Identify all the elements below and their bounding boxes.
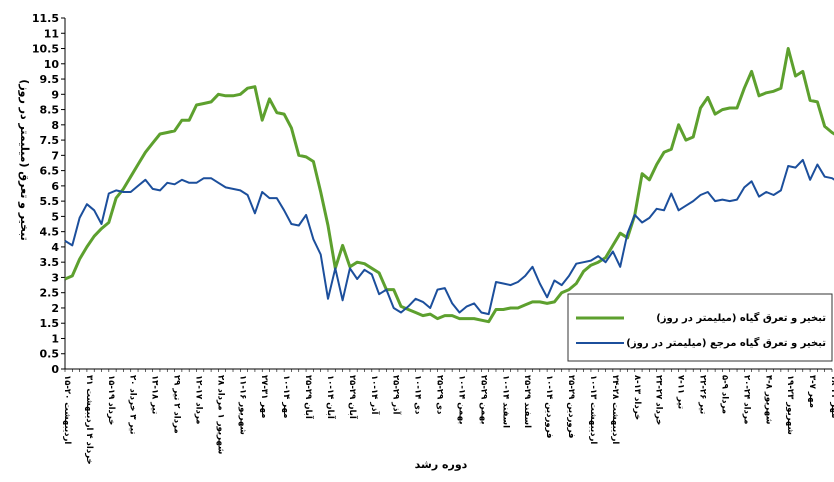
x-axis-title: دوره رشد — [415, 458, 468, 471]
series-line-crop-et — [64, 47, 834, 324]
x-tick-label: ۲۰-۲۴ مرداد — [741, 375, 751, 424]
x-tick-label: ۱۸-۲۲ مهر — [829, 375, 834, 418]
y-tick-label: 5 — [51, 210, 59, 223]
y-tick-label: 7.5 — [40, 134, 60, 147]
x-tick-label: ۲۵-۲۹ فروردین — [566, 375, 576, 438]
x-tick-label: ۳-۷ مهر — [807, 375, 817, 408]
y-tick-label: 8 — [51, 119, 59, 132]
y-tick-label: 9 — [51, 88, 59, 101]
y-tick-label: 1 — [51, 332, 59, 345]
y-tick-label: 10.5 — [32, 43, 59, 56]
y-tick-label: 1.5 — [40, 317, 60, 330]
x-axis: ۱۵-۲۰ اردیبهشت ۳۱ خرداد ۴ اردیبهشت ۱۵-۱۹ خ… — [62, 368, 834, 465]
y-tick-label: 8.5 — [40, 104, 60, 117]
x-tick-label: ۱۰-۱۴ فروردین — [544, 375, 554, 438]
x-tick-label: ۴-۸ شهریور — [763, 375, 773, 425]
x-tick-label: ۱۰-۱۴ آذر — [369, 375, 381, 416]
y-tick-label: 10 — [44, 58, 60, 71]
x-tick-label: ۲۹ مرداد ۲ تیر — [172, 375, 182, 434]
x-tick-label: ۲۲-۲۶ تیر — [698, 375, 708, 414]
x-tick-label: ۵-۹ مرداد — [719, 375, 729, 414]
y-tick-label: 0.5 — [40, 348, 60, 361]
x-tick-label: ۲۵-۲۹ اسفند — [522, 375, 532, 428]
x-tick-label: ۱۵-۲۰ اردیبهشت — [62, 375, 72, 444]
x-tick-label: ۳۱ خرداد ۴ اردیبهشت — [84, 375, 94, 465]
y-tick-label: 2 — [51, 302, 59, 315]
x-tick-label: ۱۰-۱۴ آبان — [325, 375, 337, 420]
x-tick-label: ۱۰-۱۴ اسفند — [500, 375, 510, 428]
x-tick-label: ۲۳-۲۷ خرداد — [654, 375, 664, 425]
y-tick-label: 4 — [51, 241, 59, 254]
x-tick-label: ۲۵-۲۹ آذر — [391, 375, 403, 416]
legend-label-reference-et: تبخیر و تعرق گیاه مرجع (میلیمتر در روز) — [626, 336, 826, 349]
series-layer — [64, 47, 834, 324]
legend-box — [567, 293, 833, 362]
x-tick-label: ۱۰-۱۴ بهمن — [456, 375, 466, 424]
y-tick-label: 7 — [51, 149, 59, 162]
y-tick-label: 6 — [51, 180, 59, 193]
x-tick-label: ۷-۱۱ تیر — [676, 375, 686, 409]
y-axis: 00.511.522.533.544.555.566.577.588.599.5… — [32, 12, 66, 376]
x-tick-label: ۱۳-۱۸ تیر — [150, 375, 160, 414]
y-tick-label: 5.5 — [40, 195, 60, 208]
y-tick-label: 2.5 — [40, 287, 60, 300]
x-tick-label: ۲۸ شهریور ۱ مرداد — [215, 375, 225, 454]
y-tick-label: 4.5 — [40, 226, 60, 239]
y-tick-label: 6.5 — [40, 165, 60, 178]
x-tick-label: ۱۱-۱۶ شهریور — [237, 375, 247, 435]
x-tick-label: ۱۵-۱۹ خرداد — [106, 375, 116, 425]
y-tick-label: 11 — [44, 27, 59, 40]
x-tick-label: ۱۰-۱۴ دی — [413, 375, 423, 415]
y-tick-label: 11.5 — [32, 12, 59, 25]
y-tick-label: 3.5 — [40, 256, 60, 269]
x-tick-label: ۲۷-۳۱ مهر — [259, 375, 269, 418]
x-tick-label: ۲۰ تیر ۳ خرداد — [128, 375, 138, 434]
x-tick-label: ۱۰-۱۴ مهر — [281, 375, 291, 418]
x-tick-label: ۱۹-۲۳ شهریور — [785, 375, 795, 435]
x-tick-label: ۲۵-۲۹ آبان — [303, 375, 315, 420]
y-tick-label: 3 — [51, 271, 59, 284]
x-tick-label: ۲۴-۲۸ اردیبهشت — [610, 375, 620, 444]
x-tick-label: ۲۵-۲۹ بهمن — [478, 375, 488, 424]
y-tick-label: 9.5 — [40, 73, 60, 86]
y-axis-title: تبخیر و تعرق (میلیمتر در روز) — [18, 79, 31, 240]
x-tick-label: ۱۰-۱۳ اردیبهشت — [588, 375, 598, 444]
x-tick-label: ۱۲-۱۷ مرداد — [193, 375, 203, 424]
y-tick-label: 0 — [51, 363, 59, 376]
series-line-reference-et — [64, 158, 834, 316]
x-tick-label: ۲۵-۲۹ دی — [435, 375, 445, 415]
x-tick-label: ۲۵-۲۹ آبان — [347, 375, 359, 420]
x-tick-label: ۸-۱۳ خرداد — [632, 375, 642, 420]
legend-label-crop-et: تبخیر و تعرق گیاه (میلیمتر در روز) — [656, 311, 826, 324]
legend: تبخیر و تعرق گیاه (میلیمتر در روز) تبخیر… — [567, 293, 833, 362]
